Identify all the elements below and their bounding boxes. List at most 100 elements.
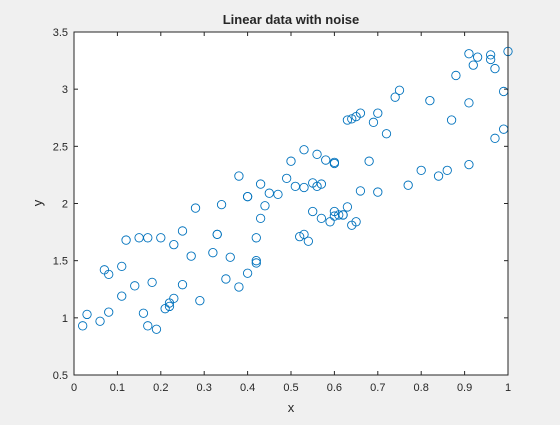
- y-tick-label: 1: [62, 313, 68, 325]
- data-point: [451, 70, 461, 81]
- x-tick-label: 1: [505, 382, 511, 394]
- data-point: [299, 182, 309, 193]
- data-point: [390, 92, 400, 102]
- data-point: [368, 117, 379, 127]
- data-point: [433, 171, 444, 181]
- data-point: [121, 235, 131, 245]
- data-point: [78, 321, 88, 331]
- data-point: [381, 129, 392, 139]
- data-point: [334, 210, 344, 220]
- data-point: [490, 63, 500, 74]
- data-point: [329, 158, 340, 169]
- data-point: [104, 269, 114, 280]
- x-tick-label: 0.3: [197, 382, 212, 394]
- y-axis-label: y: [30, 199, 45, 206]
- data-point: [299, 229, 309, 240]
- data-point: [464, 159, 474, 170]
- data-point: [347, 114, 357, 124]
- data-point: [255, 179, 266, 189]
- data-point: [234, 282, 244, 292]
- data-point: [169, 293, 179, 304]
- data-point: [416, 165, 426, 175]
- x-tick-label: 0.8: [414, 382, 429, 394]
- x-tick-label: 0.5: [283, 382, 298, 394]
- x-tick-label: 0.1: [110, 382, 125, 394]
- data-point: [403, 180, 413, 190]
- y-axis-ticks: 0.5 1 1.5 2 2.5 3 3.5: [53, 27, 508, 382]
- data-point: [468, 60, 478, 70]
- data-point: [186, 251, 196, 261]
- data-point: [117, 261, 127, 272]
- data-point: [251, 233, 261, 243]
- data-point: [251, 258, 261, 268]
- data-point: [169, 240, 179, 250]
- y-tick-label: 1.5: [53, 256, 68, 268]
- data-point: [425, 95, 435, 106]
- x-tick-label: 0.7: [370, 382, 385, 394]
- data-point: [282, 173, 292, 183]
- data-point: [208, 248, 218, 258]
- data-point: [234, 171, 244, 181]
- data-point: [242, 191, 253, 202]
- data-point: [117, 291, 127, 301]
- data-point: [251, 256, 261, 266]
- data-point: [485, 50, 496, 60]
- data-point: [143, 321, 153, 331]
- data-point: [260, 201, 270, 211]
- data-point: [490, 133, 500, 143]
- data-point: [190, 203, 201, 213]
- data-point: [130, 281, 140, 291]
- data-point: [342, 202, 353, 212]
- plot-area: [74, 32, 508, 375]
- data-point: [143, 233, 153, 243]
- data-point: [316, 213, 327, 224]
- data-point: [273, 189, 283, 200]
- data-point: [316, 179, 327, 189]
- data-point: [442, 165, 452, 175]
- data-point: [221, 274, 231, 284]
- data-point: [242, 268, 253, 278]
- data-point: [177, 280, 188, 290]
- data-point: [177, 226, 188, 236]
- data-point: [308, 206, 318, 217]
- x-tick-label: 0: [71, 382, 77, 394]
- data-point: [303, 236, 314, 246]
- x-axis-ticks: 0 0.1 0.2 0.3 0.4 0.5 0.6 0.7 0.8 0.9 1: [71, 32, 511, 394]
- y-tick-label: 2: [62, 199, 68, 211]
- x-axis-label: x: [288, 400, 295, 415]
- x-tick-label: 0.4: [240, 382, 255, 394]
- data-point: [355, 108, 366, 118]
- data-point: [156, 233, 166, 243]
- data-point: [299, 145, 309, 155]
- data-point: [138, 308, 149, 318]
- y-tick-label: 3: [62, 84, 68, 96]
- data-point: [195, 296, 205, 306]
- data-point: [446, 115, 457, 125]
- data-point: [286, 156, 296, 166]
- data-point: [95, 316, 105, 326]
- y-tick-label: 0.5: [53, 370, 68, 382]
- data-point: [151, 324, 162, 334]
- data-point: [338, 210, 348, 220]
- x-tick-label: 0.6: [327, 382, 342, 394]
- data-point: [464, 98, 474, 108]
- chart-title: Linear data with noise: [223, 12, 360, 27]
- data-point: [255, 213, 266, 224]
- data-point: [373, 108, 383, 118]
- data-point: [364, 156, 374, 166]
- data-point: [321, 155, 331, 165]
- data-point: [147, 277, 157, 288]
- data-point: [312, 181, 322, 192]
- data-point: [485, 54, 496, 65]
- data-point: [82, 309, 92, 320]
- data-point: [373, 187, 383, 197]
- data-point: [472, 52, 483, 62]
- data-point: [295, 232, 305, 242]
- y-tick-label: 2.5: [53, 141, 68, 153]
- data-point: [342, 115, 353, 125]
- data-point: [216, 199, 227, 210]
- data-point: [225, 252, 235, 262]
- data-point: [104, 307, 114, 317]
